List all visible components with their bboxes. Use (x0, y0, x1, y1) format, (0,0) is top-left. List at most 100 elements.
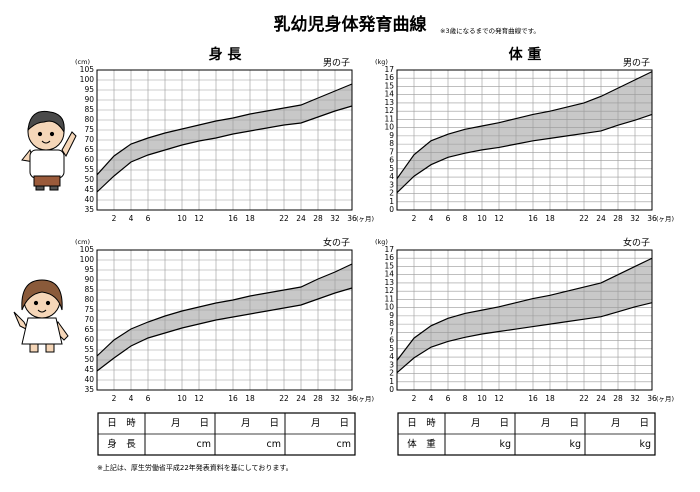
y-tick-label: 4 (389, 172, 394, 181)
y-tick-label: 55 (84, 165, 94, 174)
y-tick-label: 16 (384, 73, 394, 82)
x-tick-label: 22 (279, 394, 289, 403)
x-tick-label: 4 (429, 214, 434, 223)
y-tick-label: 0 (389, 205, 394, 214)
table-cell: 月 日 (541, 418, 579, 429)
x-tick-label: 12 (194, 394, 204, 403)
y-tick-label: 10 (384, 123, 394, 132)
x-tick-label: 10 (177, 394, 187, 403)
x-tick-label: 28 (313, 214, 323, 223)
y-tick-label: 15 (384, 261, 394, 270)
y-tick-label: 50 (84, 355, 94, 364)
table-cell: 体 重 (407, 438, 436, 450)
y-tick-label: 12 (384, 106, 394, 115)
x-tick-label: 24 (596, 394, 606, 403)
table-cell: cm (267, 439, 281, 450)
plot-frame (96, 69, 353, 211)
y-unit-label: (kg) (375, 238, 388, 246)
x-tick-label: 16 (228, 394, 238, 403)
series-line (396, 71, 653, 180)
page-title: 乳幼児身体発育曲線 (274, 14, 427, 35)
x-unit-label: (ヶ月) (356, 215, 374, 223)
y-tick-label: 14 (384, 270, 394, 279)
y-tick-label: 0 (389, 385, 394, 394)
table-cell: 月 日 (171, 418, 209, 429)
y-tick-label: 4 (389, 352, 394, 361)
y-tick-label: 85 (84, 105, 94, 114)
y-tick-label: 2 (389, 189, 394, 198)
x-tick-label: 12 (494, 214, 504, 223)
table-cell: 月 日 (311, 418, 349, 429)
table-cell: 月 日 (611, 418, 649, 429)
y-tick-label: 95 (84, 265, 94, 274)
series-line (396, 257, 653, 361)
band-fill (97, 264, 352, 371)
x-tick-label: 22 (279, 214, 289, 223)
x-tick-label: 32 (630, 394, 640, 403)
x-tick-label: 8 (463, 214, 468, 223)
x-tick-label: 24 (596, 214, 606, 223)
y-tick-label: 6 (389, 336, 394, 345)
x-tick-label: 10 (477, 214, 487, 223)
boy-illustration (21, 110, 77, 191)
x-tick-label: 4 (129, 394, 134, 403)
y-tick-label: 65 (84, 325, 94, 334)
x-tick-label: 6 (146, 394, 151, 403)
series-line (96, 287, 353, 372)
x-tick-label: 12 (194, 214, 204, 223)
x-tick-label: 24 (296, 394, 306, 403)
x-tick-label: 18 (245, 394, 255, 403)
page-note: ※3歳になるまでの発育曲線です。 (440, 26, 540, 35)
y-tick-label: 90 (84, 275, 94, 284)
x-unit-label: (ヶ月) (356, 395, 374, 403)
y-tick-label: 45 (84, 365, 94, 374)
x-tick-label: 36 (647, 214, 657, 223)
x-tick-label: 6 (446, 394, 451, 403)
x-tick-label: 28 (613, 214, 623, 223)
series-line (96, 105, 353, 193)
y-tick-label: 1 (389, 197, 394, 206)
y-tick-label: 16 (384, 253, 394, 262)
table-cell: 月 日 (471, 418, 509, 429)
x-tick-label: 22 (579, 394, 589, 403)
x-unit-label: (ヶ月) (656, 215, 674, 223)
y-tick-label: 35 (84, 205, 94, 214)
series-line (96, 83, 353, 176)
x-tick-label: 22 (579, 214, 589, 223)
table-cell: 身 長 (107, 438, 136, 450)
x-tick-label: 10 (477, 394, 487, 403)
girl-illustration (13, 279, 69, 353)
y-tick-label: 6 (389, 156, 394, 165)
y-unit-label: (cm) (75, 238, 90, 246)
y-tick-label: 9 (389, 311, 394, 320)
x-unit-label: (ヶ月) (656, 395, 674, 403)
y-tick-label: 12 (384, 286, 394, 295)
y-tick-label: 45 (84, 185, 94, 194)
x-tick-label: 36 (347, 394, 357, 403)
chart-title: 女の子 (623, 237, 650, 249)
y-tick-label: 75 (84, 305, 94, 314)
plot-frame (96, 249, 353, 391)
y-tick-label: 13 (384, 278, 394, 287)
y-tick-label: 60 (84, 335, 94, 344)
plot-frame (396, 249, 653, 391)
y-tick-label: 100 (80, 75, 95, 84)
table-cell: 月 日 (241, 418, 279, 429)
x-tick-label: 28 (313, 394, 323, 403)
y-tick-label: 17 (384, 245, 394, 254)
series-line (96, 263, 353, 357)
y-tick-label: 80 (84, 295, 94, 304)
column-heading: 身 長 (209, 46, 243, 63)
y-tick-label: 11 (384, 294, 394, 303)
y-tick-label: 15 (384, 81, 394, 90)
x-tick-label: 16 (528, 214, 538, 223)
y-tick-label: 9 (389, 131, 394, 140)
y-tick-label: 55 (84, 345, 94, 354)
series-line (396, 302, 653, 374)
band-fill (97, 84, 352, 192)
x-tick-label: 16 (228, 214, 238, 223)
x-tick-label: 32 (330, 214, 340, 223)
y-tick-label: 70 (84, 315, 94, 324)
y-tick-label: 90 (84, 95, 94, 104)
